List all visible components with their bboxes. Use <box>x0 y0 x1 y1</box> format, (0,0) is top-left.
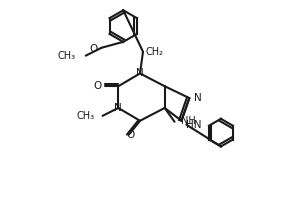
Text: N: N <box>114 103 122 113</box>
Text: CH₂: CH₂ <box>146 47 164 57</box>
Text: CH₃: CH₃ <box>58 51 76 61</box>
Text: N: N <box>136 68 144 78</box>
Text: O: O <box>127 130 135 140</box>
Text: N: N <box>194 93 202 103</box>
Text: NH: NH <box>181 116 196 126</box>
Text: O: O <box>93 81 102 91</box>
Text: O: O <box>89 44 98 54</box>
Text: HN: HN <box>186 120 202 130</box>
Text: CH₃: CH₃ <box>76 111 95 121</box>
